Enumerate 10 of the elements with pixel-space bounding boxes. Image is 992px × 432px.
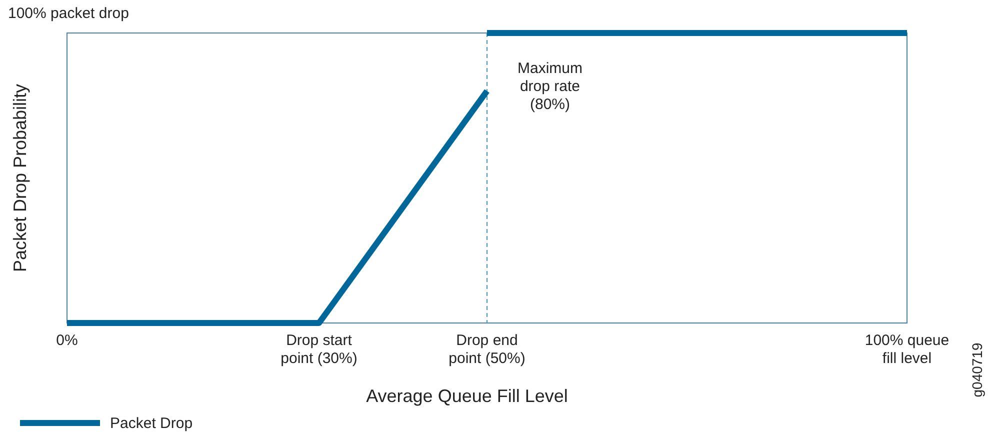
x-tick-label: Drop start point (30%) [280,332,358,367]
x-tick-label: 0% [56,332,78,349]
text: g040719 [969,342,985,398]
text: Packet Drop [110,415,193,432]
y-axis-title: Packet Drop Probability [10,84,30,272]
annotation: Maximum drop rate (80%) [517,60,583,113]
x-tick-label: 100% queue fill level [864,332,950,367]
x-tick-label: Drop end point (50%) [448,332,526,367]
x-axis-title: Average Queue Fill Level [366,386,568,406]
text: 100% packet drop [8,5,129,22]
